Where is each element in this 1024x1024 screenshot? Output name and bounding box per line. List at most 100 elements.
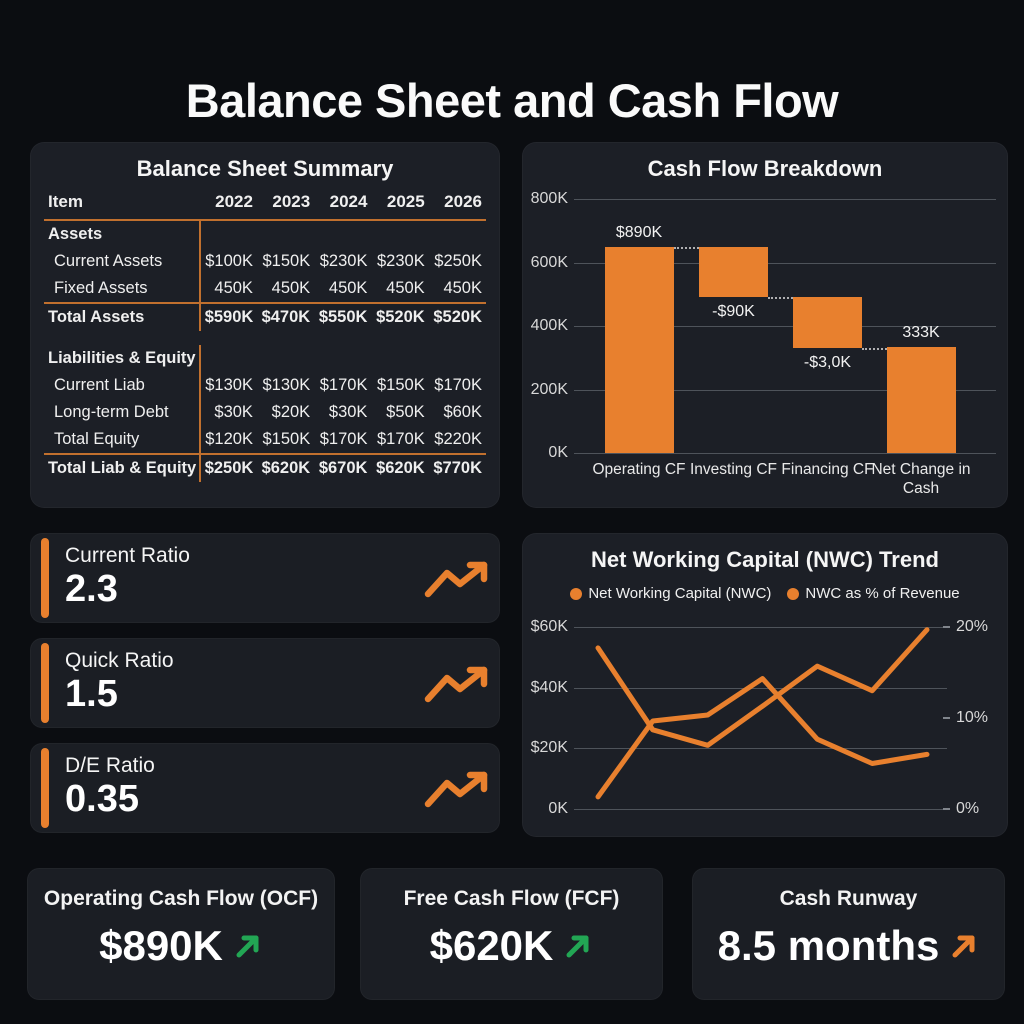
cell-value: $170K xyxy=(319,376,368,394)
cell-value xyxy=(371,345,428,372)
cell-value: 450K xyxy=(214,279,253,297)
cell-value: $520K xyxy=(371,302,429,331)
cell-value xyxy=(371,220,428,248)
cell-value: $550K xyxy=(314,302,372,331)
balance-sheet-table: Item 2022 2023 2024 2025 2026 Assets Current A… xyxy=(44,190,486,482)
waterfall-connector xyxy=(768,297,793,300)
row-label: Liabilities & Equity xyxy=(44,345,201,372)
cell-value: $170K xyxy=(376,430,425,448)
table-row: Assets xyxy=(44,220,486,248)
cell-value: $620K xyxy=(256,453,315,482)
cell-value: $120K xyxy=(205,430,253,448)
cell-value: $100K xyxy=(205,252,253,270)
legend-dot-icon xyxy=(787,587,800,600)
up-right-arrow-icon xyxy=(952,935,975,958)
nwc-legend: Net Working Capital (NWC) NWC as % of Re… xyxy=(522,585,1008,602)
cell-value: $470K xyxy=(256,302,315,331)
row-label: Assets xyxy=(44,220,201,248)
gridline xyxy=(574,687,947,689)
cell-value xyxy=(429,345,486,372)
gridline xyxy=(574,453,996,454)
trending-up-icon xyxy=(424,666,488,703)
y-axis-tick-label: 800K xyxy=(530,190,568,207)
legend-label: Net Working Capital (NWC) xyxy=(588,585,772,602)
cell-value: $170K xyxy=(319,430,368,448)
cell-value: $150K xyxy=(262,252,311,270)
trending-up-icon xyxy=(424,771,488,808)
column-header: 2024 xyxy=(314,190,372,221)
cell-value: 450K xyxy=(328,279,368,297)
cell-value xyxy=(200,345,257,372)
kpi-value: 1.5 xyxy=(65,673,118,715)
cell-value: $30K xyxy=(328,403,368,421)
y-axis-tick-label: 0K xyxy=(548,444,568,461)
table-row: Fixed Assets 450K 450K 450K 450K 450K xyxy=(44,275,486,303)
y-axis-tick-label: 400K xyxy=(530,317,568,334)
cell-value: $30K xyxy=(214,403,253,421)
x-axis-category-label: Net Change in Cash xyxy=(871,461,971,497)
column-header: 2023 xyxy=(256,190,315,221)
column-header: 2026 xyxy=(428,190,486,221)
bar-value-label: -$90K xyxy=(712,303,755,321)
cell-value: $590K xyxy=(199,302,257,331)
cell-value: $150K xyxy=(376,376,425,394)
metric-value: $890K xyxy=(99,922,223,969)
waterfall-connector xyxy=(673,246,699,249)
nwc-trend-title: Net Working Capital (NWC) Trend xyxy=(591,547,939,572)
cell-value xyxy=(429,220,486,248)
balance-sheet-title: Balance Sheet Summary xyxy=(136,156,394,181)
kpi-label: Current Ratio xyxy=(65,544,190,567)
accent-bar xyxy=(41,538,49,618)
bar-value-label: 333K xyxy=(902,324,940,342)
table-header-row: Item 2022 2023 2024 2025 2026 xyxy=(44,190,486,221)
right-axis-tick-label: 20% xyxy=(956,618,989,635)
right-axis-tick xyxy=(943,626,950,628)
waterfall-bar xyxy=(604,246,674,453)
bar-value-label: $890K xyxy=(615,223,663,241)
waterfall-connector xyxy=(862,348,887,351)
gridline xyxy=(574,627,947,628)
row-label: Total Liab & Equity xyxy=(44,453,201,482)
gridline xyxy=(574,199,996,200)
cell-value xyxy=(200,220,257,248)
cell-value: $230K xyxy=(319,252,368,270)
spacer-row xyxy=(44,331,486,345)
row-label: Current Liab xyxy=(44,372,201,399)
row-label: Long-term Debt xyxy=(44,399,201,426)
line-series xyxy=(595,627,930,748)
right-axis-tick xyxy=(943,717,950,719)
kpi-card-current-ratio: Current Ratio 2.3 xyxy=(30,533,500,623)
nwc-trend-panel: Net Working Capital (NWC) Trend Net Work… xyxy=(522,533,1008,837)
cell-value: $170K xyxy=(434,376,482,394)
left-axis-tick-label: $40K xyxy=(530,678,568,696)
table-row: Liabilities & Equity xyxy=(44,345,486,372)
table-row: Current Assets $100K $150K $230K $230K $250K xyxy=(44,248,486,275)
x-axis-category-label: Investing CF xyxy=(689,461,777,478)
row-label: Fixed Assets xyxy=(44,275,201,303)
y-axis-tick-label: 200K xyxy=(530,380,568,398)
legend-item-nwc: Net Working Capital (NWC) xyxy=(570,585,771,602)
metric-value: 8.5 months xyxy=(717,922,940,969)
cell-value: $770K xyxy=(428,453,486,482)
kpi-label: Quick Ratio xyxy=(65,649,174,672)
cell-value: $250K xyxy=(199,453,257,482)
nwc-lines-svg xyxy=(595,627,930,800)
left-axis-tick-label: 0K xyxy=(548,800,568,817)
cell-value: $220K xyxy=(434,430,482,448)
row-label: Total Assets xyxy=(44,302,201,331)
waterfall-bar xyxy=(886,347,956,453)
trending-up-icon xyxy=(424,561,488,598)
column-header: 2022 xyxy=(199,190,257,221)
kpi-card-de-ratio: D/E Ratio 0.35 xyxy=(30,743,500,833)
cell-value: 450K xyxy=(443,279,482,297)
cell-value: $620K xyxy=(371,453,429,482)
gridline xyxy=(574,262,996,264)
waterfall-bar xyxy=(793,297,862,349)
kpi-label: D/E Ratio xyxy=(65,754,155,777)
table-row: Long-term Debt $30K $20K $30K $50K $60K xyxy=(44,399,486,426)
column-header: Item xyxy=(44,190,200,221)
x-axis-category-label: Financing CF xyxy=(781,461,874,478)
row-label: Current Assets xyxy=(44,248,201,275)
metric-label: Operating Cash Flow (OCF) xyxy=(43,887,319,910)
